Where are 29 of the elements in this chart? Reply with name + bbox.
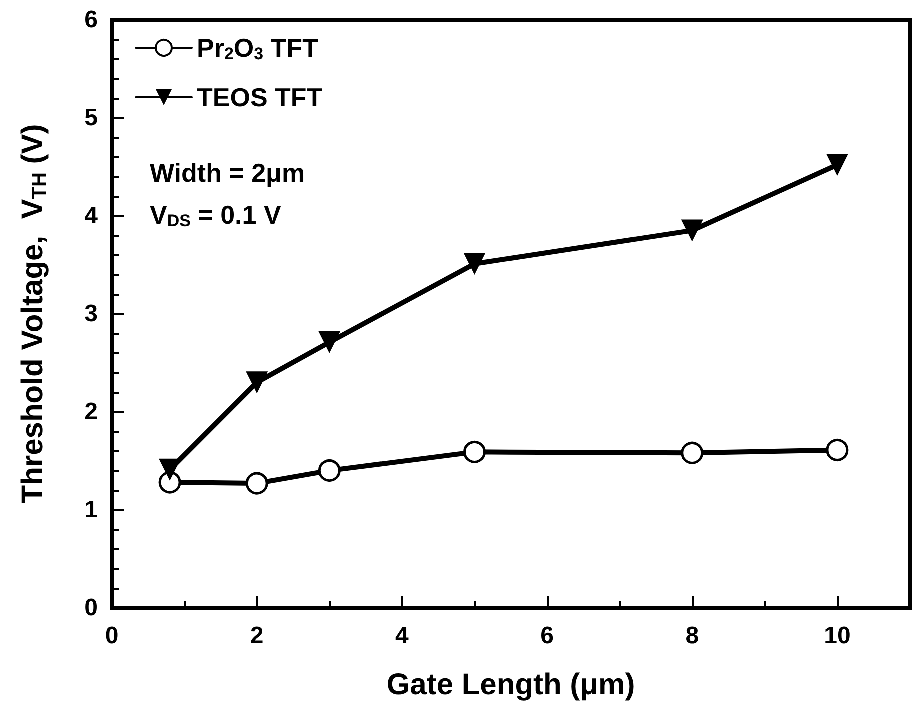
x-tick-label: 0 xyxy=(105,622,119,650)
point xyxy=(826,438,849,462)
x-tick-label: 6 xyxy=(540,622,554,650)
y-tick-label: 6 xyxy=(84,6,98,34)
x-tick-label: 4 xyxy=(396,622,410,650)
annotation: VDS = 0.1 V xyxy=(150,200,282,230)
annotation: Width = 2μm xyxy=(150,158,306,188)
y-tick-label: 2 xyxy=(84,398,98,426)
point xyxy=(318,460,341,482)
y-tick-label: 5 xyxy=(84,104,98,132)
y-tick-label: 4 xyxy=(84,202,99,230)
y-axis-title: Threshold Voltage, VTH (V) xyxy=(16,124,51,504)
y-tick-label: 3 xyxy=(84,300,98,328)
y-tick-label: 0 xyxy=(84,594,98,622)
point xyxy=(464,253,486,276)
legend-label: Pr2O3 TFT xyxy=(197,33,319,64)
y-tick-label: 1 xyxy=(84,496,98,524)
x-axis-title: Gate Length (μm) xyxy=(386,668,636,702)
point xyxy=(246,472,268,495)
point xyxy=(681,220,704,242)
point xyxy=(318,331,341,354)
x-tick-label: 8 xyxy=(686,622,700,650)
x-tick-label: 10 xyxy=(824,622,851,650)
point xyxy=(681,442,704,464)
point xyxy=(826,154,848,176)
legend-label: TEOS TFT xyxy=(197,82,323,112)
x-tick-label: 2 xyxy=(250,622,264,650)
point xyxy=(246,372,268,394)
point xyxy=(464,440,486,464)
